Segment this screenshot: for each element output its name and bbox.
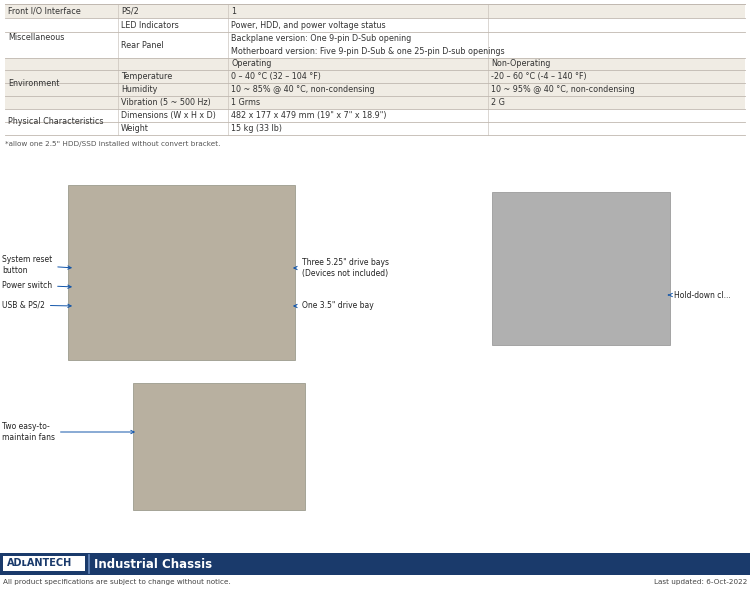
Text: One 3.5" drive bay: One 3.5" drive bay	[294, 301, 374, 310]
Text: Three 5.25" drive bays
(Devices not included): Three 5.25" drive bays (Devices not incl…	[294, 258, 389, 278]
FancyBboxPatch shape	[5, 83, 745, 96]
Text: Vibration (5 ~ 500 Hz): Vibration (5 ~ 500 Hz)	[121, 98, 211, 107]
Text: Humidity: Humidity	[121, 85, 158, 94]
FancyBboxPatch shape	[5, 32, 745, 58]
Text: Weight: Weight	[121, 124, 148, 133]
FancyBboxPatch shape	[0, 553, 750, 575]
Text: Rear Panel: Rear Panel	[121, 41, 164, 50]
FancyBboxPatch shape	[5, 70, 745, 83]
FancyBboxPatch shape	[3, 556, 85, 571]
Text: Environment: Environment	[8, 79, 59, 88]
Text: Hold-down cl...: Hold-down cl...	[668, 291, 730, 300]
Text: Dimensions (W x H x D): Dimensions (W x H x D)	[121, 111, 216, 120]
Text: 2 G: 2 G	[491, 98, 505, 107]
Text: All product specifications are subject to change without notice.: All product specifications are subject t…	[3, 579, 231, 585]
FancyBboxPatch shape	[5, 4, 745, 18]
FancyBboxPatch shape	[5, 18, 745, 32]
Text: PS/2: PS/2	[121, 7, 139, 15]
Text: Physical Characteristics: Physical Characteristics	[8, 118, 104, 126]
Text: USB & PS/2: USB & PS/2	[2, 300, 71, 310]
Text: 10 ~ 85% @ 40 °C, non-condensing: 10 ~ 85% @ 40 °C, non-condensing	[231, 85, 375, 94]
Text: Non-Operating: Non-Operating	[491, 60, 550, 69]
Text: Operating: Operating	[231, 60, 272, 69]
Text: Power, HDD, and power voltage status: Power, HDD, and power voltage status	[231, 21, 386, 30]
Text: ADʟANTECH: ADʟANTECH	[7, 558, 72, 569]
FancyBboxPatch shape	[492, 192, 670, 345]
Text: LED Indicators: LED Indicators	[121, 21, 178, 30]
FancyBboxPatch shape	[5, 58, 745, 70]
Text: 1: 1	[231, 7, 236, 15]
Text: -20 – 60 °C (-4 – 140 °F): -20 – 60 °C (-4 – 140 °F)	[491, 72, 586, 81]
Text: 10 ~ 95% @ 40 °C, non-condensing: 10 ~ 95% @ 40 °C, non-condensing	[491, 85, 634, 94]
Text: Motherboard version: Five 9-pin D-Sub & one 25-pin D-sub openings: Motherboard version: Five 9-pin D-Sub & …	[231, 47, 505, 56]
Text: 0 – 40 °C (32 – 104 °F): 0 – 40 °C (32 – 104 °F)	[231, 72, 321, 81]
FancyBboxPatch shape	[133, 383, 305, 510]
Text: System reset
button: System reset button	[2, 255, 71, 275]
Text: Two easy-to-
maintain fans: Two easy-to- maintain fans	[2, 423, 134, 441]
Text: Power switch: Power switch	[2, 281, 71, 290]
FancyBboxPatch shape	[68, 185, 295, 360]
Text: Last updated: 6-Oct-2022: Last updated: 6-Oct-2022	[653, 579, 747, 585]
FancyBboxPatch shape	[5, 96, 745, 109]
Text: *allow one 2.5" HDD/SSD installed without convert bracket.: *allow one 2.5" HDD/SSD installed withou…	[5, 141, 220, 147]
FancyBboxPatch shape	[5, 122, 745, 135]
Text: 15 kg (33 lb): 15 kg (33 lb)	[231, 124, 282, 133]
Text: Industrial Chassis: Industrial Chassis	[94, 557, 212, 570]
Text: Miscellaneous: Miscellaneous	[8, 34, 64, 43]
Text: 482 x 177 x 479 mm (19" x 7" x 18.9"): 482 x 177 x 479 mm (19" x 7" x 18.9")	[231, 111, 386, 120]
Text: Temperature: Temperature	[121, 72, 172, 81]
Text: Front I/O Interface: Front I/O Interface	[8, 7, 81, 15]
Text: 1 Grms: 1 Grms	[231, 98, 260, 107]
FancyBboxPatch shape	[5, 109, 745, 122]
Text: Backplane version: One 9-pin D-Sub opening: Backplane version: One 9-pin D-Sub openi…	[231, 34, 411, 43]
